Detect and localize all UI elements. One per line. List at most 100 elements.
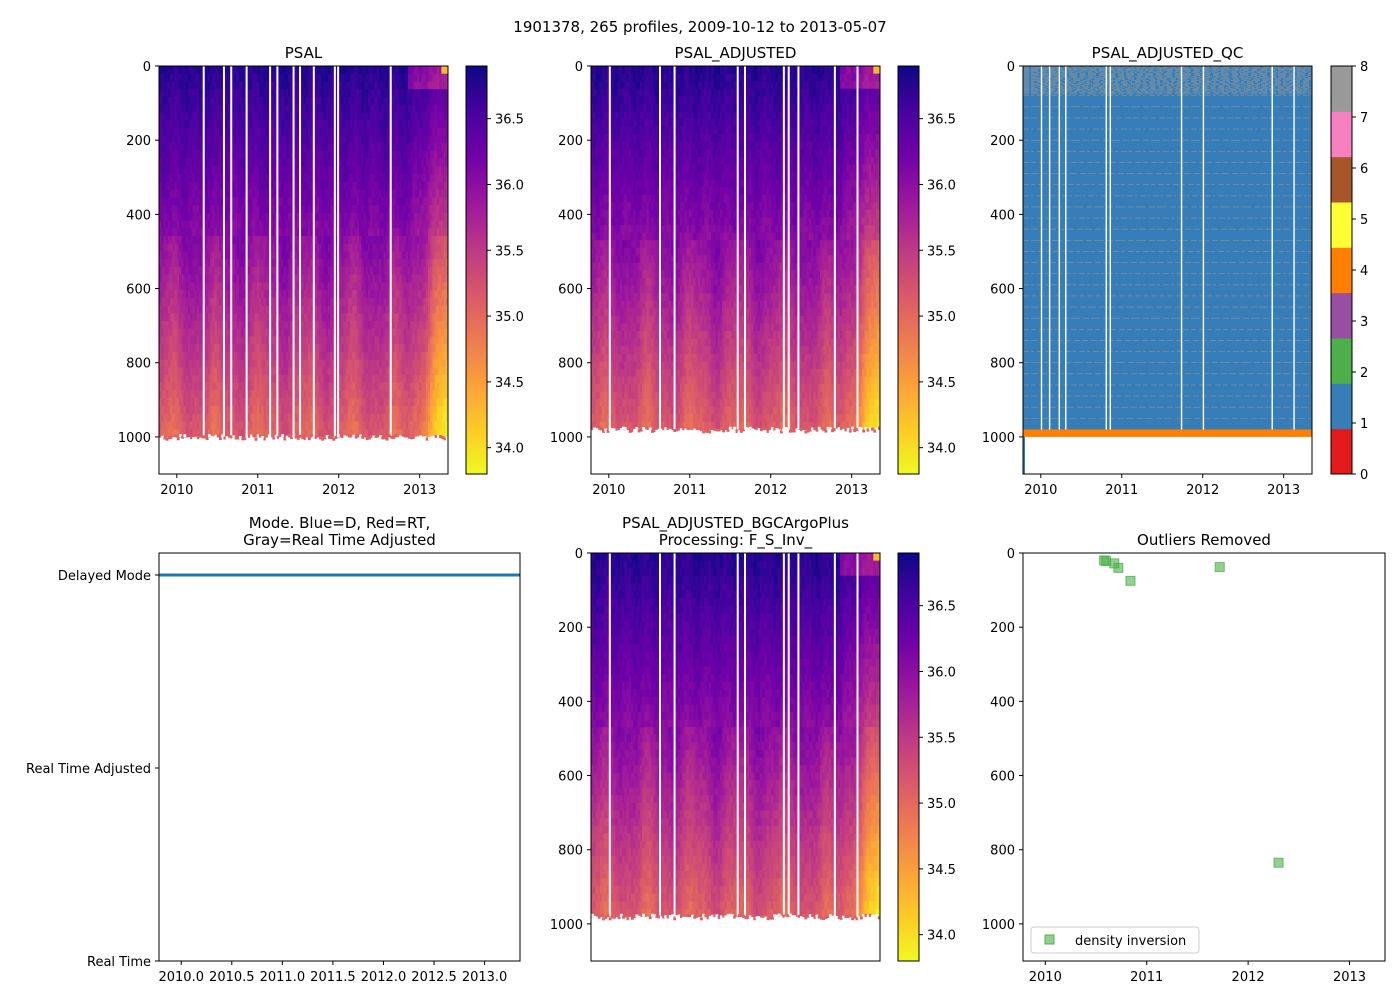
heatmap-cell [372,174,376,183]
heatmap-cell [303,259,307,268]
heatmap-cell [379,429,382,438]
heatmap-cell [285,290,289,299]
heatmap-cell [163,127,167,137]
heatmap-cell [352,66,356,75]
heatmap-cell [185,96,189,106]
heatmap-cell [387,205,391,214]
heatmap-cell [236,259,240,268]
heatmap-cell [354,151,358,160]
heatmap-cell [261,266,265,276]
heatmap-cell [243,282,247,291]
heatmap-cell [365,135,369,144]
heatmap-cell [250,212,253,222]
heatmap-cell [281,406,285,415]
heatmap-cell [361,429,365,438]
heatmap-cell [181,367,185,376]
heatmap-cell [327,96,331,106]
heatmap-cell [367,336,371,345]
heatmap-cell [321,181,325,191]
heatmap-cell [261,166,265,175]
heatmap-cell [287,328,291,338]
heatmap-cell [219,181,222,191]
heatmap-cell [227,73,231,83]
heatmap-cell [263,151,267,160]
heatmap-cell [270,282,273,291]
heatmap-cell [343,236,347,245]
heatmap-cell [303,143,307,152]
heatmap-cell [207,297,211,307]
heatmap-cell [167,96,171,106]
heatmap-cell [214,66,218,75]
heatmap-cell [367,96,371,106]
heatmap-cell [216,406,220,415]
heatmap-cell [176,236,180,245]
heatmap-cell [341,321,345,330]
heatmap-cell [354,282,358,291]
heatmap-cell [379,89,382,98]
heatmap-cell [283,127,287,137]
heatmap-cell [190,66,193,75]
heatmap-cell [359,236,362,245]
heatmap-cell [279,259,282,268]
heatmap-cell [225,197,229,206]
heatmap-cell [201,351,205,361]
heatmap-cell [330,243,333,253]
heatmap-cell [383,120,387,129]
heatmap-cell [181,181,185,191]
heatmap-cell [347,390,351,399]
heatmap-cell [345,367,349,376]
heatmap-cell [212,274,216,283]
heatmap-cell [379,413,382,423]
heatmap-cell [332,390,336,399]
heatmap-cell [205,236,209,245]
heatmap-cell [232,328,236,338]
heatmap-cell [321,197,325,206]
heatmap-cell [201,421,205,430]
heatmap-cell [294,135,298,144]
heatmap-cell [316,135,320,144]
heatmap-cell [210,406,213,415]
heatmap-cell [256,197,260,206]
heatmap-cell [361,243,365,253]
heatmap-cell [274,112,278,121]
heatmap-cell [345,81,349,90]
heatmap-cell [374,274,378,283]
heatmap-cell [361,328,365,338]
heatmap-cell [381,112,385,121]
heatmap-cell [296,166,300,175]
heatmap-cell [279,266,282,276]
heatmap-cell [359,313,362,322]
heatmap-cell [281,143,285,152]
heatmap-cell [345,328,349,338]
heatmap-cell [203,390,207,399]
heatmap-cell [287,120,291,129]
heatmap-cell [174,158,178,168]
heatmap-cell [350,104,354,113]
heatmap-cell [185,205,189,214]
heatmap-cell [261,290,265,299]
heatmap-cell [359,120,362,129]
heatmap-cell [319,243,322,253]
heatmap-cell [287,236,291,245]
heatmap-cell [350,236,354,245]
heatmap-cell [305,413,309,423]
heatmap-cell [256,236,260,245]
heatmap-cell [163,96,167,106]
heatmap-cell [234,228,238,237]
heatmap-cell [323,96,327,106]
heatmap-cell [241,89,245,98]
heatmap-cell [225,66,229,75]
heatmap-cell [314,305,318,314]
heatmap-cell [334,274,338,283]
heatmap-cell [261,73,265,83]
heatmap-cell [219,290,222,299]
heatmap-cell [241,297,245,307]
heatmap-cell [345,89,349,98]
heatmap-cell [179,197,182,206]
heatmap-cell [281,135,285,144]
heatmap-cell [207,367,211,376]
heatmap-cell [387,259,391,268]
heatmap-cell [203,282,207,291]
heatmap-cell [194,259,198,268]
